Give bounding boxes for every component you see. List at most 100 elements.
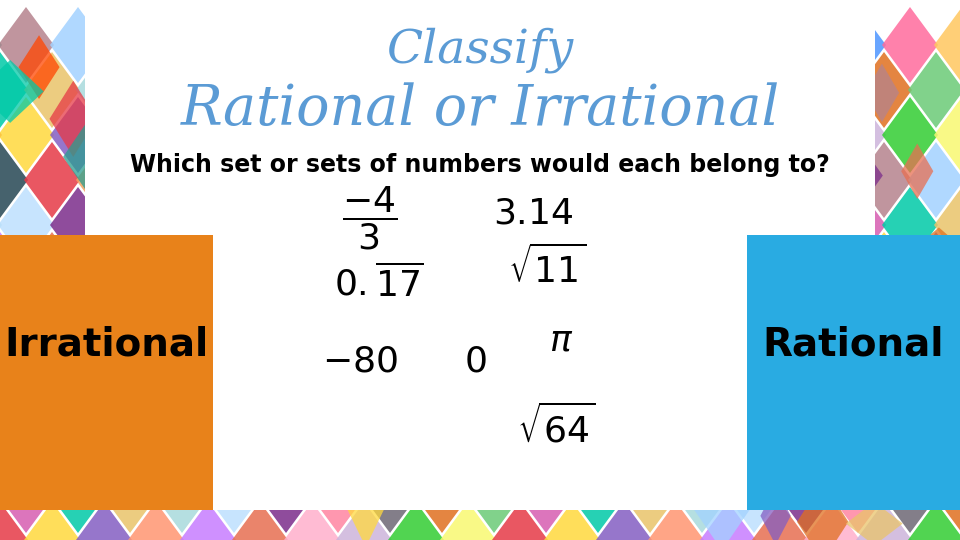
Polygon shape [489,168,551,255]
Polygon shape [392,175,423,264]
Polygon shape [310,7,366,83]
Polygon shape [18,35,60,99]
Polygon shape [674,367,730,443]
Polygon shape [203,264,244,329]
Polygon shape [830,457,886,533]
Polygon shape [856,52,912,128]
Polygon shape [310,277,366,353]
Polygon shape [849,395,897,471]
Polygon shape [335,241,380,323]
Polygon shape [154,277,210,353]
Polygon shape [797,482,849,540]
Polygon shape [135,276,182,355]
Polygon shape [50,81,97,157]
Polygon shape [544,232,600,308]
Polygon shape [0,232,28,308]
Polygon shape [310,187,366,263]
Polygon shape [258,367,314,443]
Polygon shape [692,463,752,540]
Polygon shape [570,367,626,443]
Polygon shape [856,412,912,488]
Polygon shape [882,7,938,83]
Polygon shape [518,97,574,173]
Polygon shape [630,73,685,125]
Polygon shape [50,7,106,83]
Polygon shape [284,502,340,540]
Polygon shape [596,502,652,540]
Polygon shape [484,345,543,393]
Polygon shape [934,367,960,443]
Polygon shape [518,457,574,533]
Polygon shape [336,52,392,128]
Polygon shape [848,429,899,507]
Polygon shape [128,502,184,540]
Polygon shape [544,52,600,128]
Polygon shape [50,277,106,353]
Polygon shape [407,320,463,379]
Polygon shape [154,367,210,443]
Polygon shape [934,277,960,353]
Polygon shape [206,7,262,83]
Polygon shape [440,322,496,398]
Polygon shape [700,412,756,488]
Polygon shape [232,52,288,128]
Polygon shape [63,119,114,194]
Polygon shape [821,132,883,219]
Polygon shape [726,187,782,263]
Polygon shape [154,187,210,263]
Polygon shape [76,232,132,308]
Polygon shape [518,367,574,443]
Polygon shape [492,322,548,398]
Polygon shape [651,281,686,338]
Polygon shape [0,457,54,533]
Polygon shape [258,277,314,353]
Polygon shape [532,6,602,58]
Text: Rational or Irrational: Rational or Irrational [180,83,780,137]
Polygon shape [836,268,884,313]
Polygon shape [24,412,80,488]
Polygon shape [46,426,77,492]
Polygon shape [128,52,184,128]
Polygon shape [535,369,603,457]
Polygon shape [102,187,158,263]
FancyBboxPatch shape [85,0,875,300]
Text: $-80$: $-80$ [322,345,398,379]
Polygon shape [778,187,834,263]
Polygon shape [76,502,132,540]
Polygon shape [648,142,704,218]
Polygon shape [345,462,387,540]
Polygon shape [24,502,80,540]
Polygon shape [466,97,522,173]
Polygon shape [778,97,834,173]
Polygon shape [251,237,305,289]
Polygon shape [622,367,678,443]
Polygon shape [76,52,132,128]
Polygon shape [362,187,418,263]
Polygon shape [362,277,418,353]
Polygon shape [908,142,960,218]
Polygon shape [388,142,444,218]
Polygon shape [418,109,464,194]
Polygon shape [596,417,664,504]
Polygon shape [180,52,236,128]
Polygon shape [0,52,28,128]
Polygon shape [0,292,31,334]
Polygon shape [128,412,184,488]
Polygon shape [440,52,496,128]
Polygon shape [229,230,286,310]
Polygon shape [414,7,470,83]
Polygon shape [388,232,444,308]
Text: $\sqrt{64}$: $\sqrt{64}$ [517,404,596,449]
Polygon shape [713,30,768,114]
Polygon shape [284,322,340,398]
Polygon shape [0,277,2,353]
Polygon shape [908,322,960,398]
Polygon shape [258,7,314,83]
Polygon shape [258,457,314,533]
Polygon shape [856,232,912,308]
Polygon shape [570,457,626,533]
Polygon shape [674,7,730,83]
Polygon shape [171,275,238,316]
Polygon shape [336,412,392,488]
Polygon shape [934,457,960,533]
